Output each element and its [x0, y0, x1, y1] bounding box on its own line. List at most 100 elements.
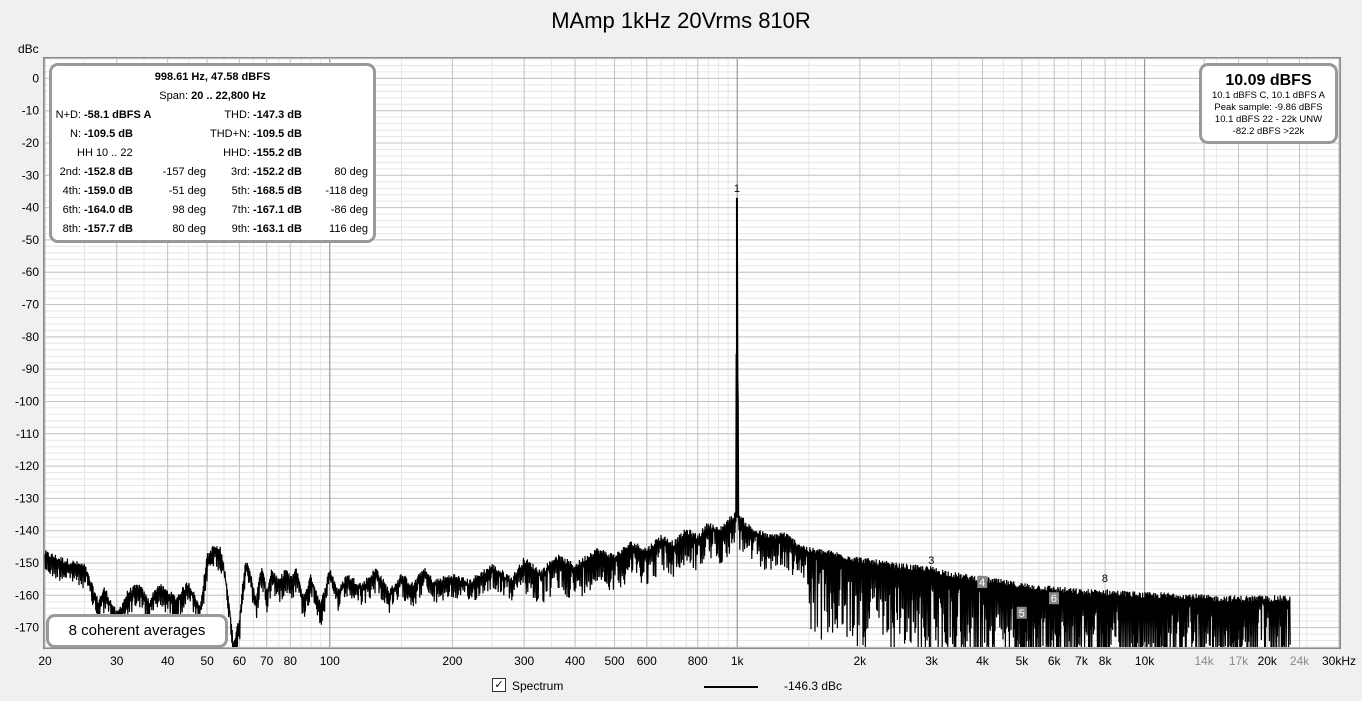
harmonic-value: -167.1 dB: [253, 204, 302, 216]
spectrum-visibility-checkbox[interactable]: ✓: [492, 678, 506, 692]
y-tick-label: -70: [22, 298, 40, 312]
x-tick-label: 17k: [1229, 654, 1249, 668]
nd-label: N+D:: [55, 109, 81, 121]
harmonic-marker-label: 2: [857, 557, 863, 569]
spectrum-noise-trace: [44, 203, 1291, 648]
harmonic-phase: -118 deg: [325, 185, 368, 197]
y-tick-label: -90: [22, 362, 40, 376]
level-panel: 10.09 dBFS 10.1 dBFS C, 10.1 dBFS A Peak…: [1199, 63, 1338, 144]
n-value: -109.5 dB: [84, 128, 133, 140]
harmonic-value: -152.2 dB: [253, 166, 302, 178]
harmonic-marker-label: 1: [734, 183, 740, 195]
x-tick-label: 24k: [1290, 654, 1310, 668]
x-tick-label: 400: [565, 654, 585, 668]
x-tick-label: 30: [110, 654, 124, 668]
harmonic-value: -159.0 dB: [84, 185, 133, 197]
y-tick-label: -170: [15, 621, 39, 635]
span-readout: Span: 20 .. 22,800 Hz: [159, 90, 266, 102]
level-detail-line: 10.1 dBFS 22 - 22k UNW: [1214, 114, 1323, 125]
y-axis-unit: dBc: [18, 42, 39, 56]
harmonic-phase: 116 deg: [329, 223, 368, 235]
hh-range-label: HH 10 .. 22: [77, 147, 133, 159]
y-tick-label: 0: [32, 71, 39, 85]
x-tick-label: 500: [605, 654, 625, 668]
level-detail-line: -82.2 dBFS >22k: [1232, 126, 1305, 137]
thd-label: THD:: [224, 109, 250, 121]
y-tick-label: -150: [15, 556, 39, 570]
y-tick-label: -50: [22, 233, 40, 247]
harmonic-label: 6th:: [62, 204, 81, 216]
averages-badge: 8 coherent averages: [46, 614, 228, 648]
y-tick-label: -130: [15, 491, 39, 505]
x-tick-label: 2k: [853, 654, 867, 668]
harmonic-phase: 80 deg: [334, 166, 368, 178]
y-tick-label: -40: [22, 201, 40, 215]
y-tick-label: -60: [22, 265, 40, 279]
nd-value: -58.1 dBFS A: [84, 109, 152, 121]
harmonic-phase: 80 deg: [172, 223, 206, 235]
harmonic-marker-box: [1016, 606, 1027, 619]
hhd-label: HHD:: [223, 147, 250, 159]
harmonic-phase: 98 deg: [172, 204, 206, 216]
legend-cursor-value: -146.3 dBc: [784, 679, 843, 693]
thdn-label: THD+N:: [209, 128, 250, 140]
n-label: N:: [70, 128, 81, 140]
x-tick-label: 4k: [976, 654, 990, 668]
harmonic-phase: -51 deg: [168, 185, 206, 197]
x-tick-label: 30kHz: [1322, 654, 1356, 668]
harmonic-marker-label: 8: [1102, 573, 1108, 585]
x-tick-label: 5k: [1016, 654, 1030, 668]
x-tick-label: 40: [161, 654, 175, 668]
thd-value: -147.3 dB: [253, 109, 302, 121]
harmonic-label: 3rd:: [231, 166, 250, 178]
harmonic-value: -163.1 dB: [253, 223, 302, 235]
axis-labels: 0 -10 -20 -30 -40 -50 -60 -70 -80 -90 -100 -110 -120…: [15, 71, 1356, 668]
y-tick-label: -20: [22, 136, 40, 150]
harmonic-marker-label: 7: [1078, 603, 1084, 615]
x-tick-label: 300: [514, 654, 534, 668]
x-tick-label: 1k: [731, 654, 745, 668]
legend-line-swatch: [704, 686, 758, 688]
y-tick-label: -10: [22, 104, 40, 118]
x-tick-label: 60: [233, 654, 247, 668]
harmonic-phase: -86 deg: [330, 204, 368, 216]
x-tick-label: 50: [200, 654, 214, 668]
harmonic-phase: -157 deg: [162, 166, 206, 178]
hhd-value: -155.2 dB: [253, 147, 302, 159]
harmonic-label: 7th:: [231, 204, 250, 216]
level-detail-line: Peak sample: -9.86 dBFS: [1214, 102, 1323, 113]
harmonic-marker-label: 9: [1123, 590, 1129, 602]
thdn-value: -109.5 dB: [253, 128, 302, 140]
x-tick-label: 6k: [1048, 654, 1062, 668]
harmonic-value: -164.0 dB: [84, 204, 133, 216]
level-main-value: 10.09 dBFS: [1225, 72, 1312, 89]
harmonic-marker-label: 4: [979, 577, 985, 589]
x-tick-label: 10k: [1135, 654, 1155, 668]
harmonic-label: 4th:: [62, 185, 81, 197]
spectrum-trace: [44, 197, 1291, 648]
harmonic-marker-label: 6: [1051, 593, 1057, 605]
x-tick-label: 100: [320, 654, 340, 668]
harmonic-label: 5th:: [231, 185, 250, 197]
x-tick-label: 20k: [1258, 654, 1278, 668]
x-tick-label: 600: [637, 654, 657, 668]
y-tick-label: -120: [15, 459, 39, 473]
fundamental-readout: 998.61 Hz, 47.58 dBFS: [154, 71, 271, 83]
y-tick-label: -160: [15, 588, 39, 602]
chart-title: MAmp 1kHz 20Vrms 810R: [551, 8, 811, 33]
harmonic-label: 8th:: [62, 223, 81, 235]
harmonic-marker-label: 5: [1019, 608, 1025, 620]
y-tick-label: -110: [16, 427, 39, 441]
harmonic-markers: 1 2 3 4 5 6 7 8 9: [734, 183, 1129, 620]
level-detail-line: 10.1 dBFS C, 10.1 dBFS A: [1211, 90, 1325, 101]
y-tick-label: -140: [15, 524, 39, 538]
harmonic-label: 2nd:: [59, 166, 81, 178]
x-tick-label: 14k: [1194, 654, 1214, 668]
x-tick-label: 800: [688, 654, 708, 668]
x-tick-label: 7k: [1075, 654, 1089, 668]
measurement-panel: 998.61 Hz, 47.58 dBFS Span: 20 .. 22,800…: [49, 63, 376, 243]
x-tick-label: 70: [260, 654, 274, 668]
harmonic-value: -168.5 dB: [253, 185, 302, 197]
x-tick-label: 20: [38, 654, 52, 668]
x-tick-label: 200: [442, 654, 462, 668]
